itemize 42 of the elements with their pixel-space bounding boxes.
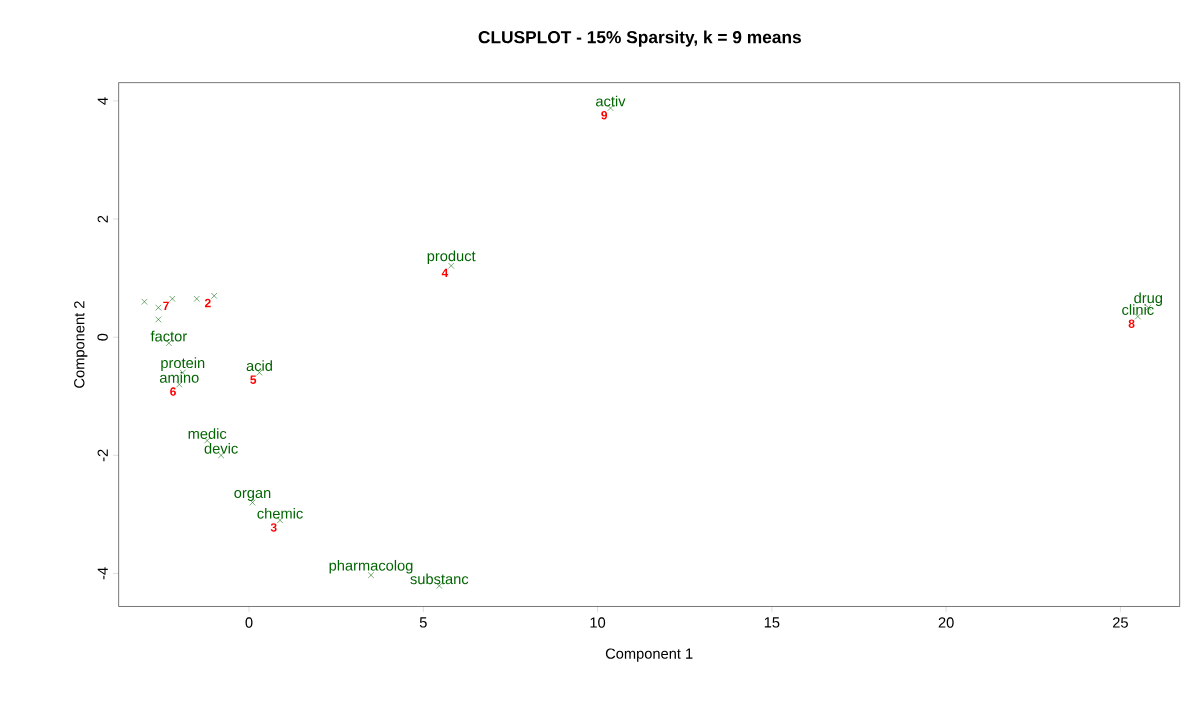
x-axis-title: Component 1 (605, 648, 693, 662)
data-label: substanc (410, 573, 469, 584)
data-label: amino (159, 371, 199, 383)
y-tick-label: 4 (97, 97, 108, 105)
x-tick-label: 20 (938, 617, 954, 628)
annotation: 7 (163, 301, 169, 310)
y-axis-title: Component 2 (74, 301, 88, 388)
annotation: 9 (601, 110, 608, 120)
point (169, 295, 176, 302)
y-tick-label: 2 (97, 215, 108, 223)
annotation: 6 (170, 387, 176, 396)
x-tick-label: 10 (590, 617, 606, 628)
data-label: medic (188, 427, 227, 439)
data-label: factor (150, 330, 187, 342)
x-tick-label: 25 (1112, 617, 1128, 628)
data-label: product (427, 250, 476, 264)
annotation: 3 (270, 522, 277, 532)
point (193, 295, 200, 302)
x-tick-label: 15 (764, 617, 780, 628)
data-label: drug (1134, 292, 1163, 306)
data-label: chemic (257, 507, 303, 519)
y-tick-label: 0 (97, 333, 108, 341)
x-tick-label: 5 (419, 617, 427, 628)
point (155, 304, 162, 311)
data-label: activ (596, 95, 626, 107)
x-tick-label: 0 (245, 617, 253, 628)
annotation: 8 (1128, 319, 1135, 328)
data-label: clinic (1122, 303, 1154, 315)
data-label: pharmacolog (329, 559, 413, 574)
data-label: organ (234, 489, 271, 501)
point (155, 316, 162, 323)
chart-title: CLUSPLOT - 15% Sparsity, k = 9 means (478, 30, 801, 47)
y-tick-label: -4 (97, 567, 108, 580)
point (141, 298, 148, 305)
y-tick-label: -2 (97, 449, 108, 461)
data-label: acid (246, 360, 272, 371)
annotation: 5 (250, 375, 257, 384)
data-label: protein (161, 357, 205, 371)
annotation: 2 (204, 298, 211, 307)
annotation: 4 (441, 268, 449, 277)
point (211, 292, 218, 299)
data-label: devic (204, 442, 238, 454)
